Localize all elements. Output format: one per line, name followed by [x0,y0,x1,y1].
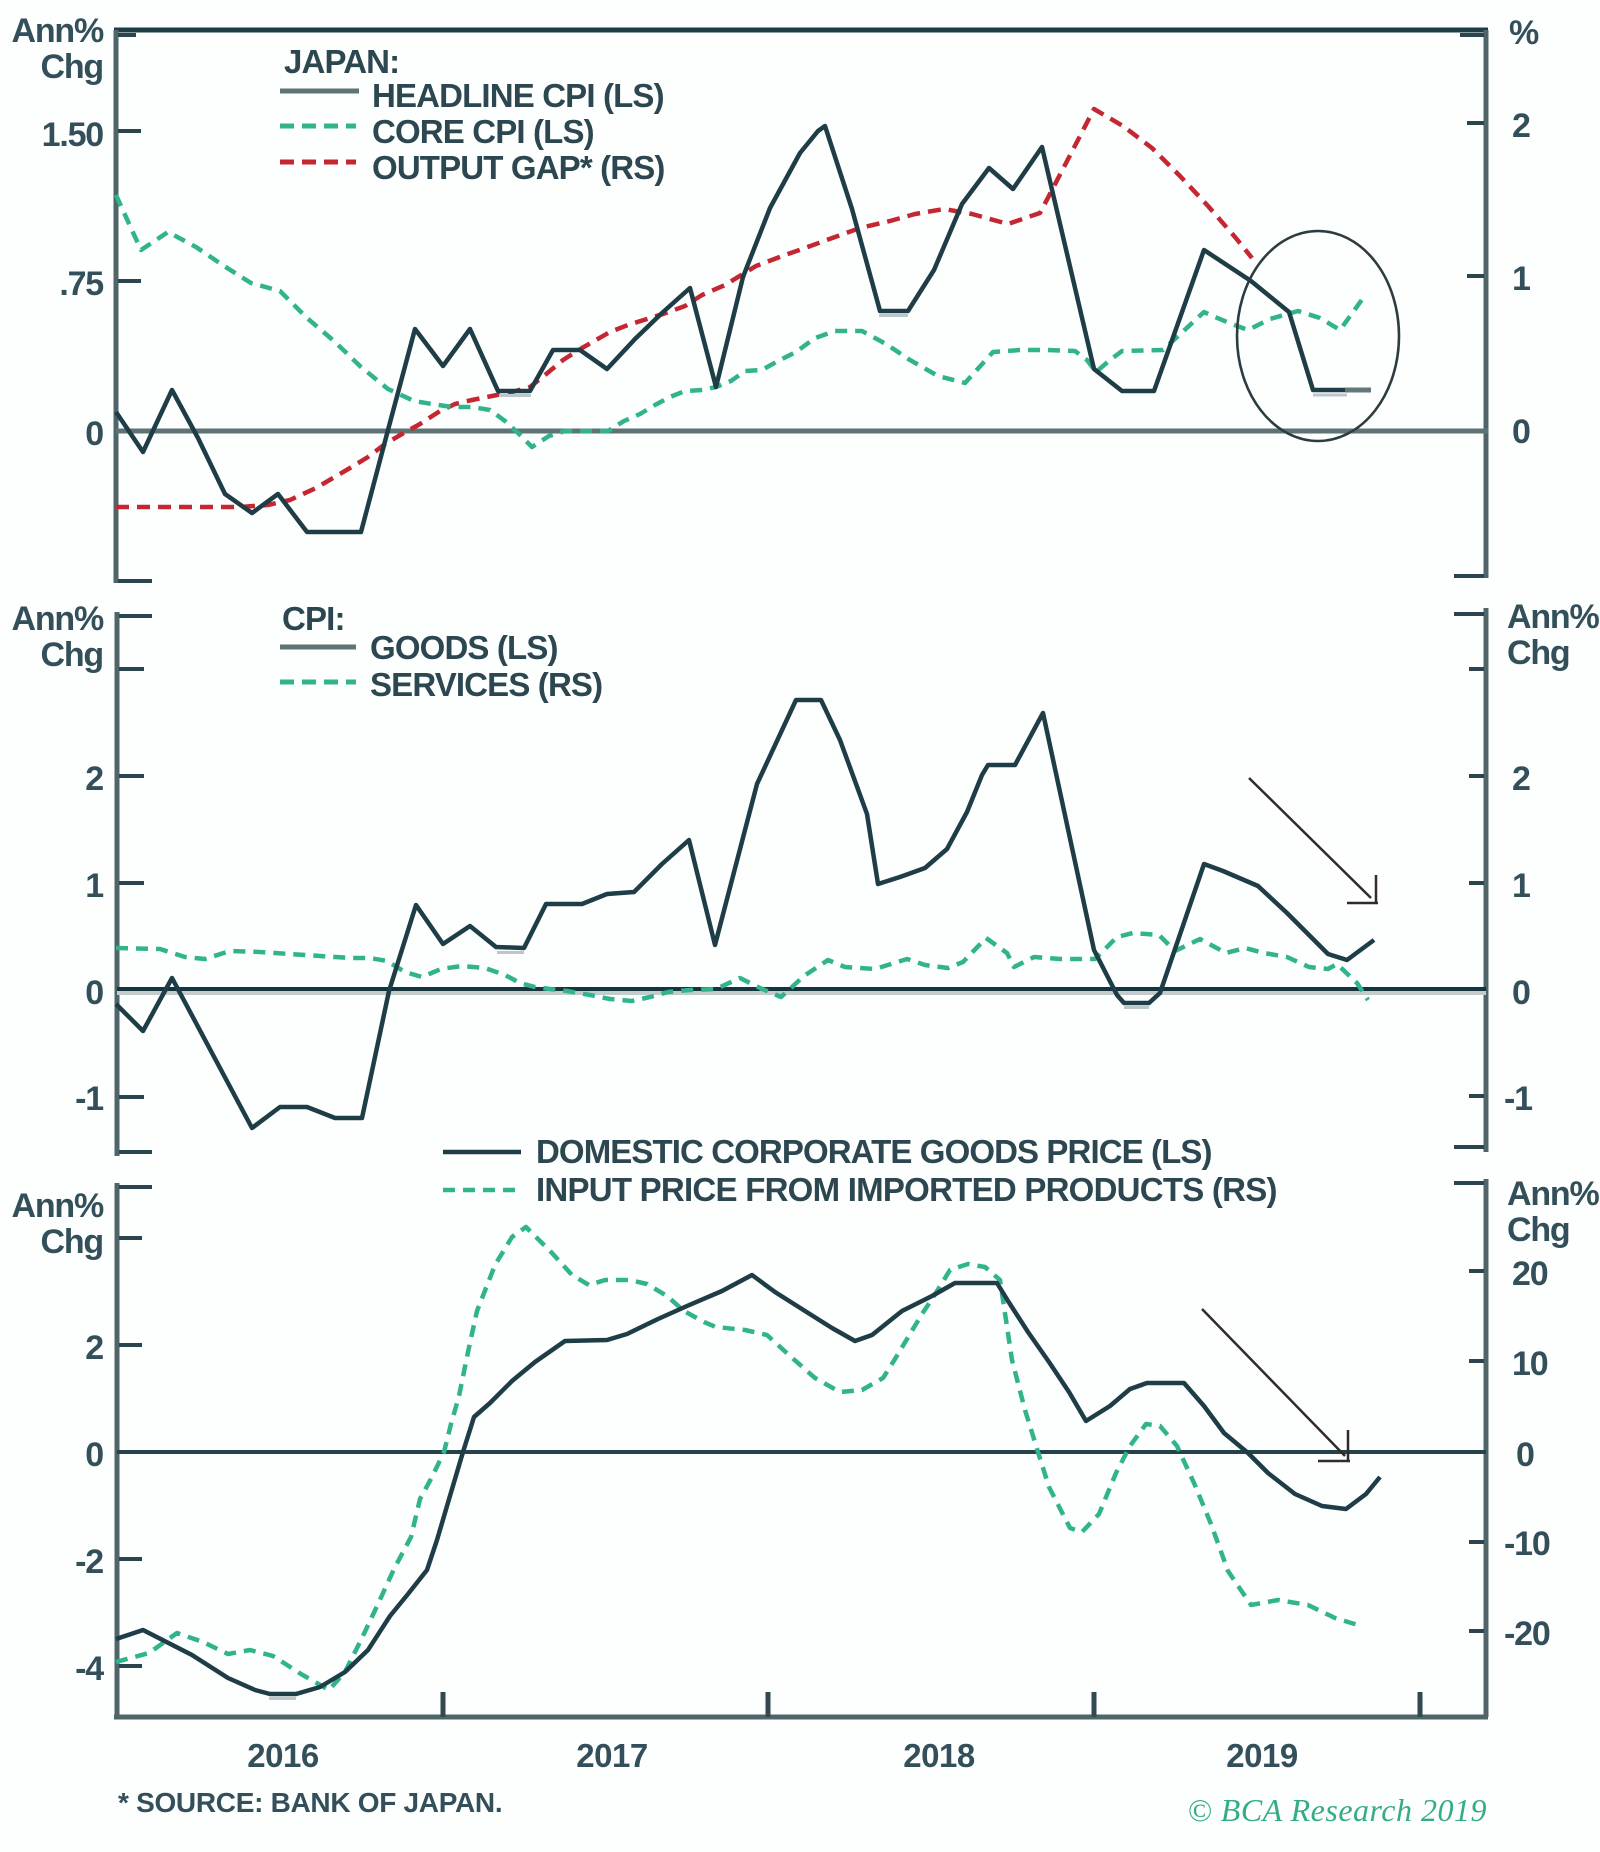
svg-text:2: 2 [1512,107,1530,145]
svg-text:© BCA Research 2019: © BCA Research 2019 [1187,1792,1487,1828]
svg-text:-4: -4 [75,1650,104,1688]
svg-text:Ann%: Ann% [11,1187,103,1225]
svg-text:Ann%: Ann% [11,600,103,638]
svg-text:Chg: Chg [1507,1211,1570,1249]
svg-text:0: 0 [85,1436,103,1474]
svg-text:20: 20 [1512,1255,1548,1293]
svg-text:2: 2 [85,760,103,798]
svg-text:-20: -20 [1504,1615,1550,1653]
svg-text:%: % [1509,14,1539,52]
svg-text:Ann%: Ann% [1507,598,1599,636]
svg-text:2018: 2018 [903,1737,975,1774]
svg-text:0: 0 [1512,974,1530,1012]
svg-text:Chg: Chg [41,48,104,86]
svg-text:10: 10 [1512,1345,1548,1383]
svg-text:OUTPUT GAP* (RS): OUTPUT GAP* (RS) [372,149,665,186]
svg-text:0: 0 [1516,1436,1534,1474]
svg-text:1: 1 [85,867,103,905]
svg-text:* SOURCE: BANK OF JAPAN.: * SOURCE: BANK OF JAPAN. [118,1787,502,1818]
svg-text:2016: 2016 [247,1737,319,1774]
svg-text:JAPAN:: JAPAN: [284,43,399,80]
svg-text:-2: -2 [75,1543,103,1581]
svg-text:1.50: 1.50 [42,116,104,154]
svg-text:-1: -1 [75,1080,103,1118]
svg-text:2017: 2017 [576,1737,647,1774]
svg-text:Chg: Chg [1507,634,1570,672]
svg-text:CORE CPI (LS): CORE CPI (LS) [372,113,594,150]
svg-text:1: 1 [1512,260,1530,298]
svg-text:INPUT PRICE FROM IMPORTED PROD: INPUT PRICE FROM IMPORTED PRODUCTS (RS) [536,1171,1277,1208]
svg-text:CPI:: CPI: [282,600,345,637]
svg-text:0: 0 [85,415,103,453]
svg-text:0: 0 [1512,413,1530,451]
svg-text:2019: 2019 [1226,1737,1298,1774]
svg-text:1: 1 [1512,867,1530,905]
svg-text:Ann%: Ann% [11,12,103,50]
svg-text:Ann%: Ann% [1507,1175,1599,1213]
svg-text:Chg: Chg [41,636,104,674]
svg-text:2: 2 [85,1329,103,1367]
svg-text:SERVICES (RS): SERVICES (RS) [370,666,602,703]
svg-text:GOODS (LS): GOODS (LS) [370,629,558,666]
svg-text:.75: .75 [59,265,103,303]
svg-text:-1: -1 [1504,1080,1532,1118]
svg-text:Chg: Chg [41,1223,104,1261]
svg-text:0: 0 [85,974,103,1012]
svg-text:DOMESTIC CORPORATE GOODS PRICE: DOMESTIC CORPORATE GOODS PRICE (LS) [536,1133,1212,1170]
svg-text:HEADLINE CPI (LS): HEADLINE CPI (LS) [372,77,664,114]
svg-text:2: 2 [1512,760,1530,798]
svg-text:-10: -10 [1504,1525,1550,1563]
